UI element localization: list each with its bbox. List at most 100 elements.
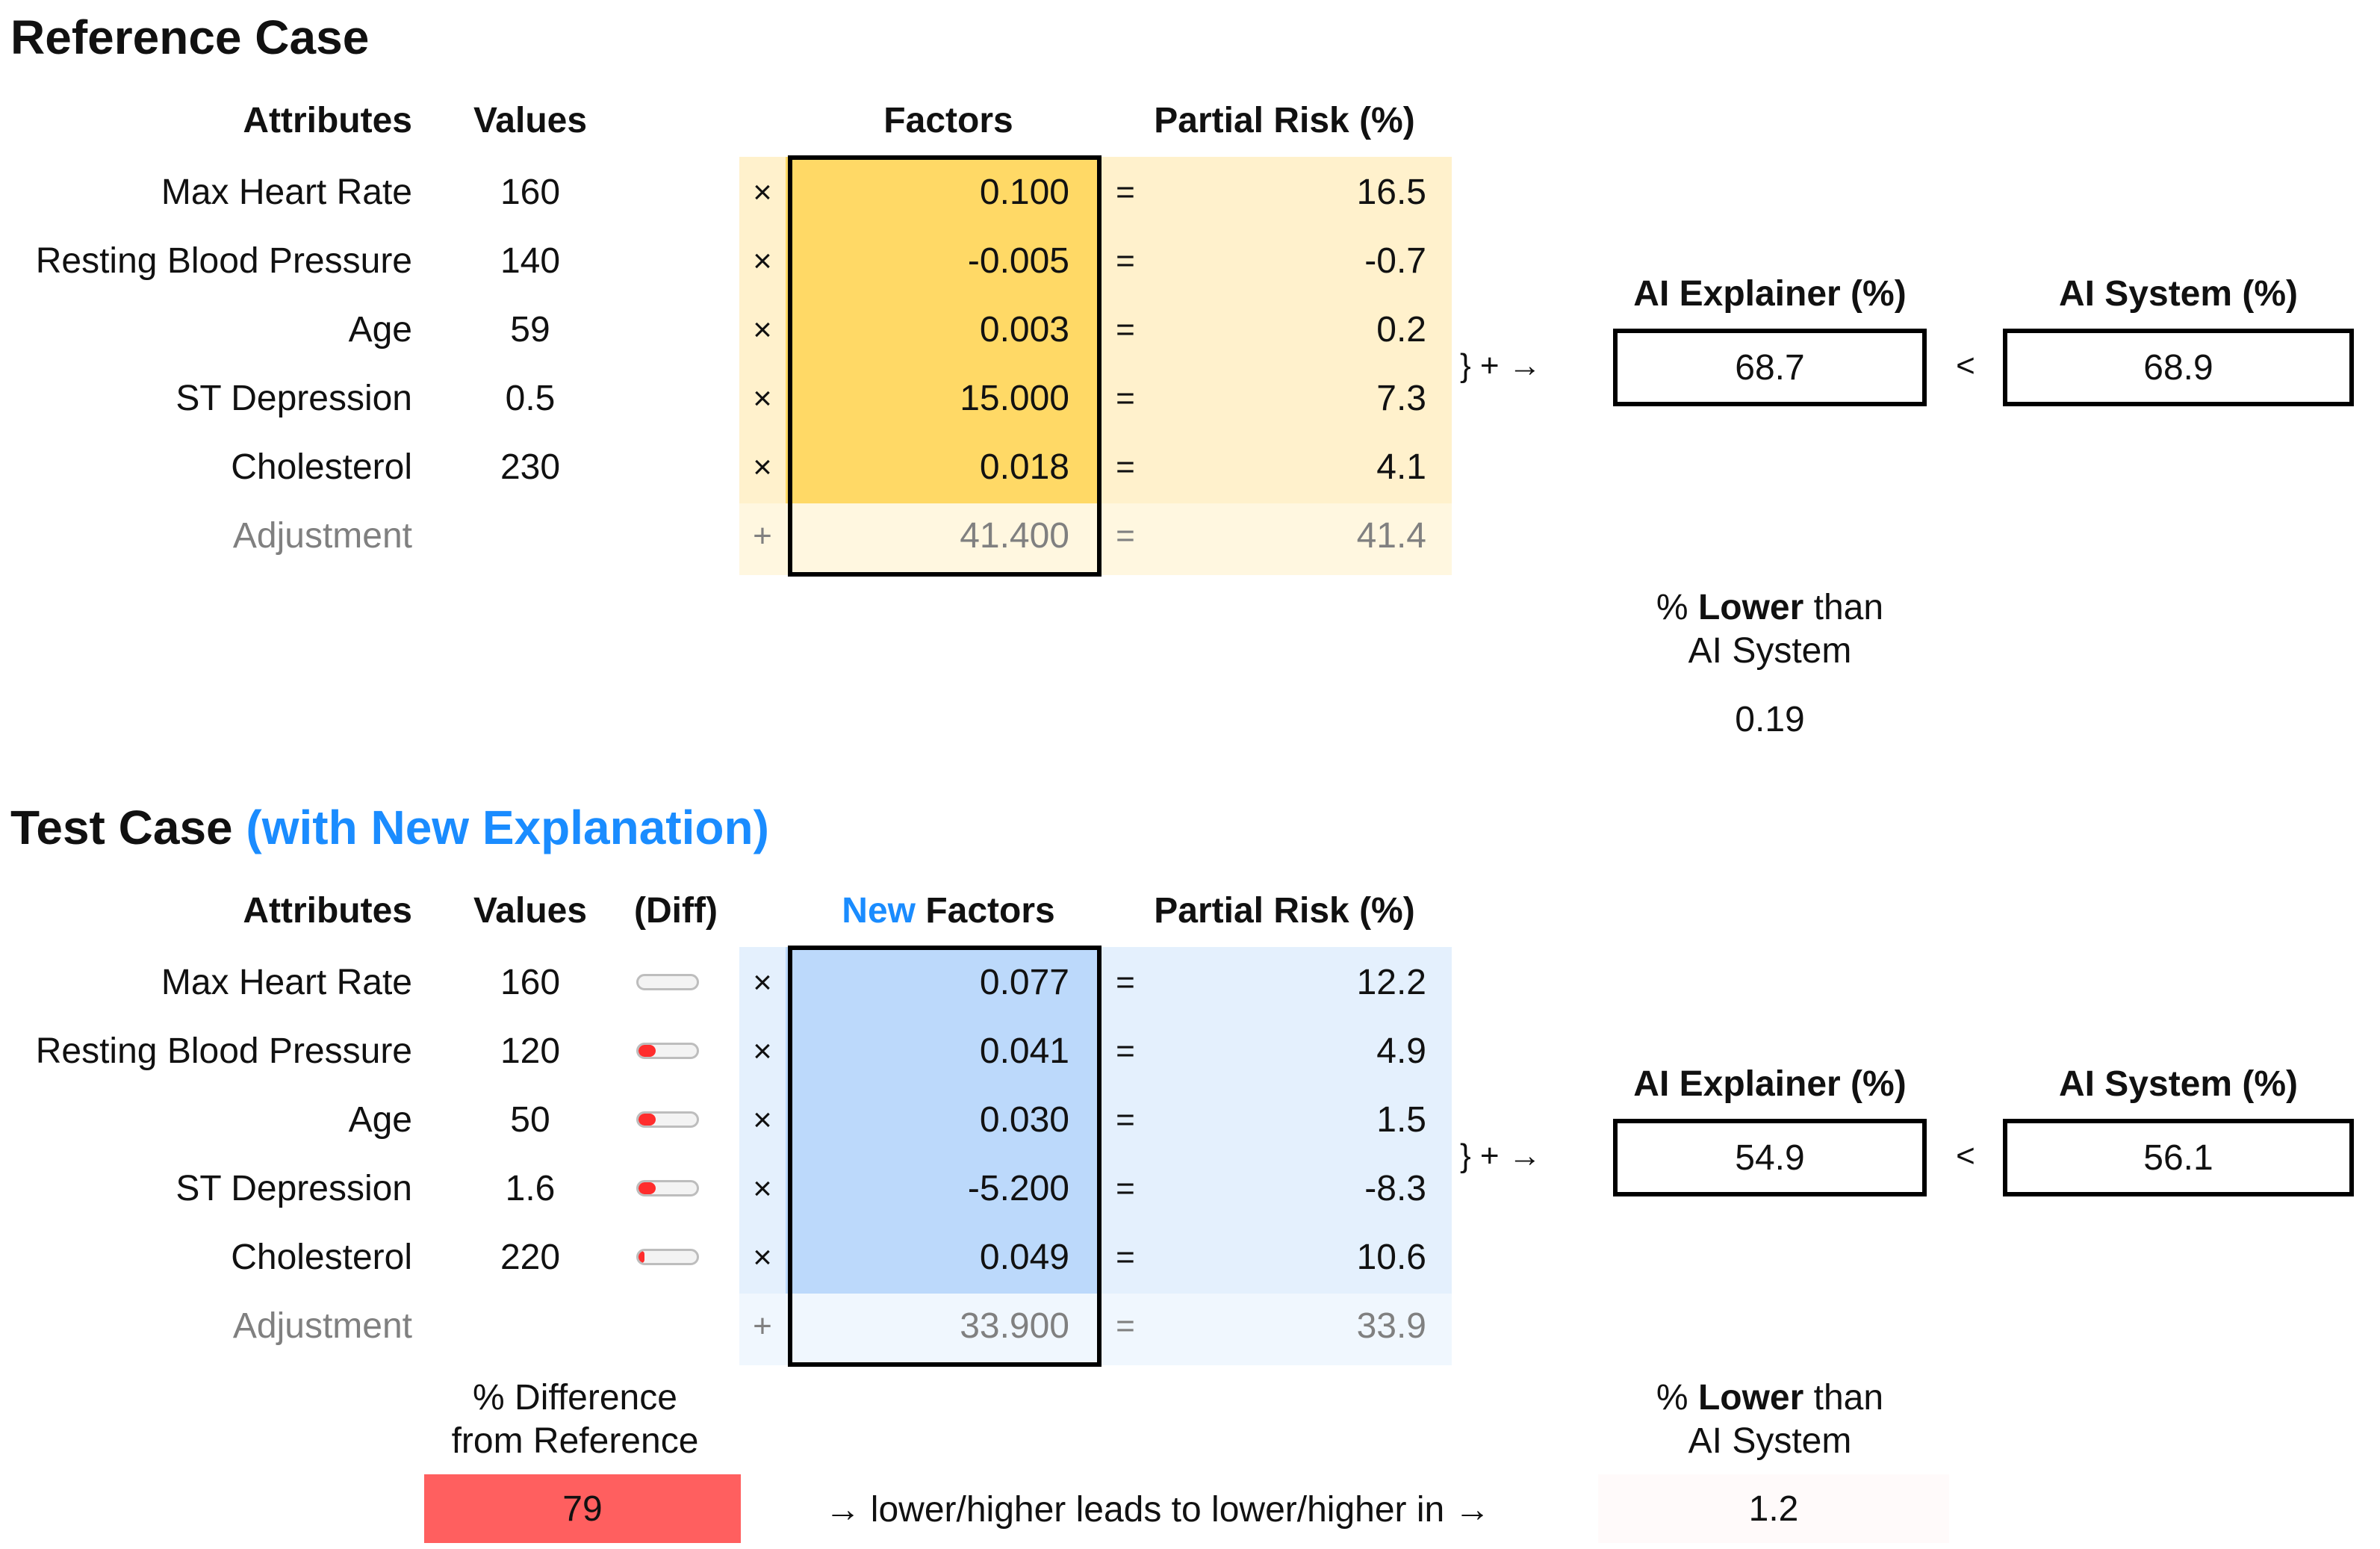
test-row-diff-fill bbox=[639, 1114, 656, 1126]
ref-system-value: 68.9 bbox=[2143, 347, 2213, 388]
test-row-factor: 0.030 bbox=[979, 1100, 1069, 1140]
test-explainer-value: 54.9 bbox=[1735, 1137, 1805, 1178]
test-title: Test Case (with New Explanation) bbox=[10, 804, 769, 851]
ref-sum-symbols: } + → bbox=[1460, 347, 1541, 384]
test-explainer-value-box: 54.9 bbox=[1613, 1119, 1927, 1196]
test-diff-label-line1: % Difference bbox=[473, 1378, 677, 1418]
test-row-factor: 0.049 bbox=[979, 1238, 1069, 1277]
test-row-equals: = bbox=[1116, 964, 1135, 1001]
ref-row-attribute: ST Depression bbox=[175, 379, 412, 418]
ref-row-value: 160 bbox=[500, 173, 561, 212]
test-row-risk: 12.2 bbox=[1356, 963, 1426, 1002]
test-adjustment-equals: = bbox=[1116, 1308, 1135, 1344]
test-risk-band bbox=[1099, 947, 1452, 1294]
test-system-value: 56.1 bbox=[2143, 1137, 2213, 1178]
ref-adjustment-label: Adjustment bbox=[232, 516, 412, 556]
test-system-label: AI System (%) bbox=[2058, 1064, 2299, 1104]
ref-row-times: × bbox=[753, 311, 772, 348]
ref-row-factor: 0.003 bbox=[979, 310, 1069, 350]
test-row-factor: 0.077 bbox=[979, 963, 1069, 1002]
test-row-risk: 4.9 bbox=[1376, 1031, 1426, 1071]
ref-lower-label-bold: Lower bbox=[1697, 588, 1804, 627]
test-adjustment-factor: 33.900 bbox=[960, 1306, 1069, 1346]
test-row-attribute: Age bbox=[348, 1100, 412, 1140]
ref-row-equals: = bbox=[1116, 174, 1135, 211]
test-row-equals: = bbox=[1116, 1170, 1135, 1207]
reference-title: Reference Case bbox=[10, 10, 370, 64]
ref-adjustment-plus: + bbox=[753, 518, 772, 554]
ref-factor-band bbox=[786, 157, 1099, 503]
test-header-values: Values bbox=[473, 891, 588, 931]
ref-row-value: 59 bbox=[510, 310, 550, 350]
test-lower-label: % Lower than bbox=[1583, 1380, 1957, 1416]
test-row-equals: = bbox=[1116, 1102, 1135, 1138]
test-row-risk: 10.6 bbox=[1356, 1238, 1426, 1277]
test-adjustment-label: Adjustment bbox=[232, 1306, 412, 1346]
ref-lower-label: % Lower than bbox=[1583, 590, 1957, 626]
ref-row-equals: = bbox=[1116, 449, 1135, 485]
test-adj-band bbox=[739, 1294, 1452, 1365]
test-diff-value: 79 bbox=[562, 1489, 603, 1529]
test-adjustment-plus: + bbox=[753, 1308, 772, 1344]
test-title-highlight: (with New Explanation) bbox=[246, 801, 769, 854]
ref-row-factor: -0.005 bbox=[967, 241, 1069, 281]
ref-risk-band bbox=[1099, 157, 1452, 503]
ref-row-factor: 15.000 bbox=[960, 379, 1069, 418]
ref-system-value-box: 68.9 bbox=[2003, 329, 2354, 406]
ref-row-factor: 0.100 bbox=[979, 173, 1069, 212]
ref-lower-label-line2: AI System bbox=[1688, 631, 1852, 671]
test-row-attribute: Resting Blood Pressure bbox=[35, 1031, 412, 1071]
ref-row-attribute: Cholesterol bbox=[231, 447, 412, 487]
ref-row-attribute: Max Heart Rate bbox=[161, 173, 412, 212]
ref-explainer-value: 68.7 bbox=[1735, 347, 1805, 388]
test-header-diff: (Diff) bbox=[634, 891, 718, 931]
test-row-diff-slider bbox=[636, 1043, 699, 1059]
test-row-diff-fill bbox=[639, 1182, 656, 1194]
ref-explainer-value-box: 68.7 bbox=[1613, 329, 1927, 406]
test-diff-label-line2: from Reference bbox=[451, 1421, 699, 1461]
test-row-diff-fill bbox=[639, 1045, 656, 1057]
ref-header-values: Values bbox=[473, 101, 588, 140]
test-row-value: 120 bbox=[500, 1031, 561, 1071]
ref-row-equals: = bbox=[1116, 311, 1135, 348]
test-factor-band bbox=[786, 947, 1099, 1294]
ref-row-attribute: Resting Blood Pressure bbox=[35, 241, 412, 281]
test-lower-label-bold: Lower bbox=[1697, 1378, 1804, 1418]
test-header-partial-risk: Partial Risk (%) bbox=[1154, 891, 1415, 931]
test-row-diff-slider bbox=[636, 974, 699, 990]
test-row-diff-slider bbox=[636, 1249, 699, 1265]
ref-row-risk: 7.3 bbox=[1376, 379, 1426, 418]
test-factors-highlight-box bbox=[788, 946, 1102, 1367]
ref-row-risk: 16.5 bbox=[1356, 173, 1426, 212]
ref-row-equals: = bbox=[1116, 243, 1135, 279]
test-header-factors-text: Factors bbox=[915, 891, 1055, 931]
ref-row-factor: 0.018 bbox=[979, 447, 1069, 487]
ref-adjustment-risk: 41.4 bbox=[1356, 516, 1426, 556]
test-row-attribute: Max Heart Rate bbox=[161, 963, 412, 1002]
ref-factors-highlight-box bbox=[788, 155, 1102, 577]
ref-row-times: × bbox=[753, 380, 772, 417]
test-explainer-label: AI Explainer (%) bbox=[1633, 1064, 1907, 1104]
test-relation-text: → lower/higher leads to lower/higher in … bbox=[824, 1490, 1491, 1530]
test-lower-label-pre: % bbox=[1656, 1378, 1698, 1418]
test-row-times: × bbox=[753, 1033, 772, 1070]
ref-row-attribute: Age bbox=[348, 310, 412, 350]
test-row-risk: -8.3 bbox=[1364, 1169, 1426, 1208]
ref-header-factors: Factors bbox=[883, 101, 1013, 140]
test-row-times: × bbox=[753, 964, 772, 1001]
test-lower-label-post: than bbox=[1803, 1378, 1884, 1418]
test-diff-value-box: 79 bbox=[424, 1474, 741, 1543]
ref-explainer-label: AI Explainer (%) bbox=[1633, 274, 1907, 314]
ref-header-attributes: Attributes bbox=[243, 101, 412, 140]
ref-row-times: × bbox=[753, 243, 772, 279]
ref-adjustment-equals: = bbox=[1116, 518, 1135, 554]
test-row-factor: 0.041 bbox=[979, 1031, 1069, 1071]
test-row-factor: -5.200 bbox=[967, 1169, 1069, 1208]
test-title-main: Test Case bbox=[10, 801, 233, 854]
test-row-value: 220 bbox=[500, 1238, 561, 1277]
ref-row-value: 140 bbox=[500, 241, 561, 281]
test-header-attributes: Attributes bbox=[243, 891, 412, 931]
test-row-diff-slider bbox=[636, 1111, 699, 1128]
test-header-factors: New Factors bbox=[792, 893, 1105, 929]
test-row-value: 50 bbox=[510, 1100, 550, 1140]
